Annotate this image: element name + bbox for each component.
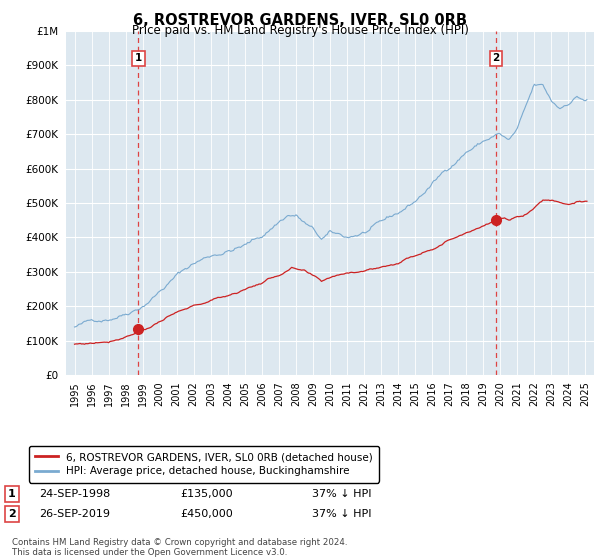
Text: 6, ROSTREVOR GARDENS, IVER, SL0 0RB: 6, ROSTREVOR GARDENS, IVER, SL0 0RB — [133, 13, 467, 28]
Text: 1: 1 — [8, 489, 16, 499]
Text: £450,000: £450,000 — [180, 509, 233, 519]
Text: Price paid vs. HM Land Registry's House Price Index (HPI): Price paid vs. HM Land Registry's House … — [131, 24, 469, 37]
Text: £135,000: £135,000 — [180, 489, 233, 499]
Text: 37% ↓ HPI: 37% ↓ HPI — [312, 489, 371, 499]
Text: 24-SEP-1998: 24-SEP-1998 — [39, 489, 110, 499]
Text: 2: 2 — [8, 509, 16, 519]
Text: 26-SEP-2019: 26-SEP-2019 — [39, 509, 110, 519]
Text: 1: 1 — [135, 53, 142, 63]
Text: 37% ↓ HPI: 37% ↓ HPI — [312, 509, 371, 519]
Legend: 6, ROSTREVOR GARDENS, IVER, SL0 0RB (detached house), HPI: Average price, detach: 6, ROSTREVOR GARDENS, IVER, SL0 0RB (det… — [29, 446, 379, 483]
Text: 2: 2 — [493, 53, 500, 63]
Text: Contains HM Land Registry data © Crown copyright and database right 2024.
This d: Contains HM Land Registry data © Crown c… — [12, 538, 347, 557]
